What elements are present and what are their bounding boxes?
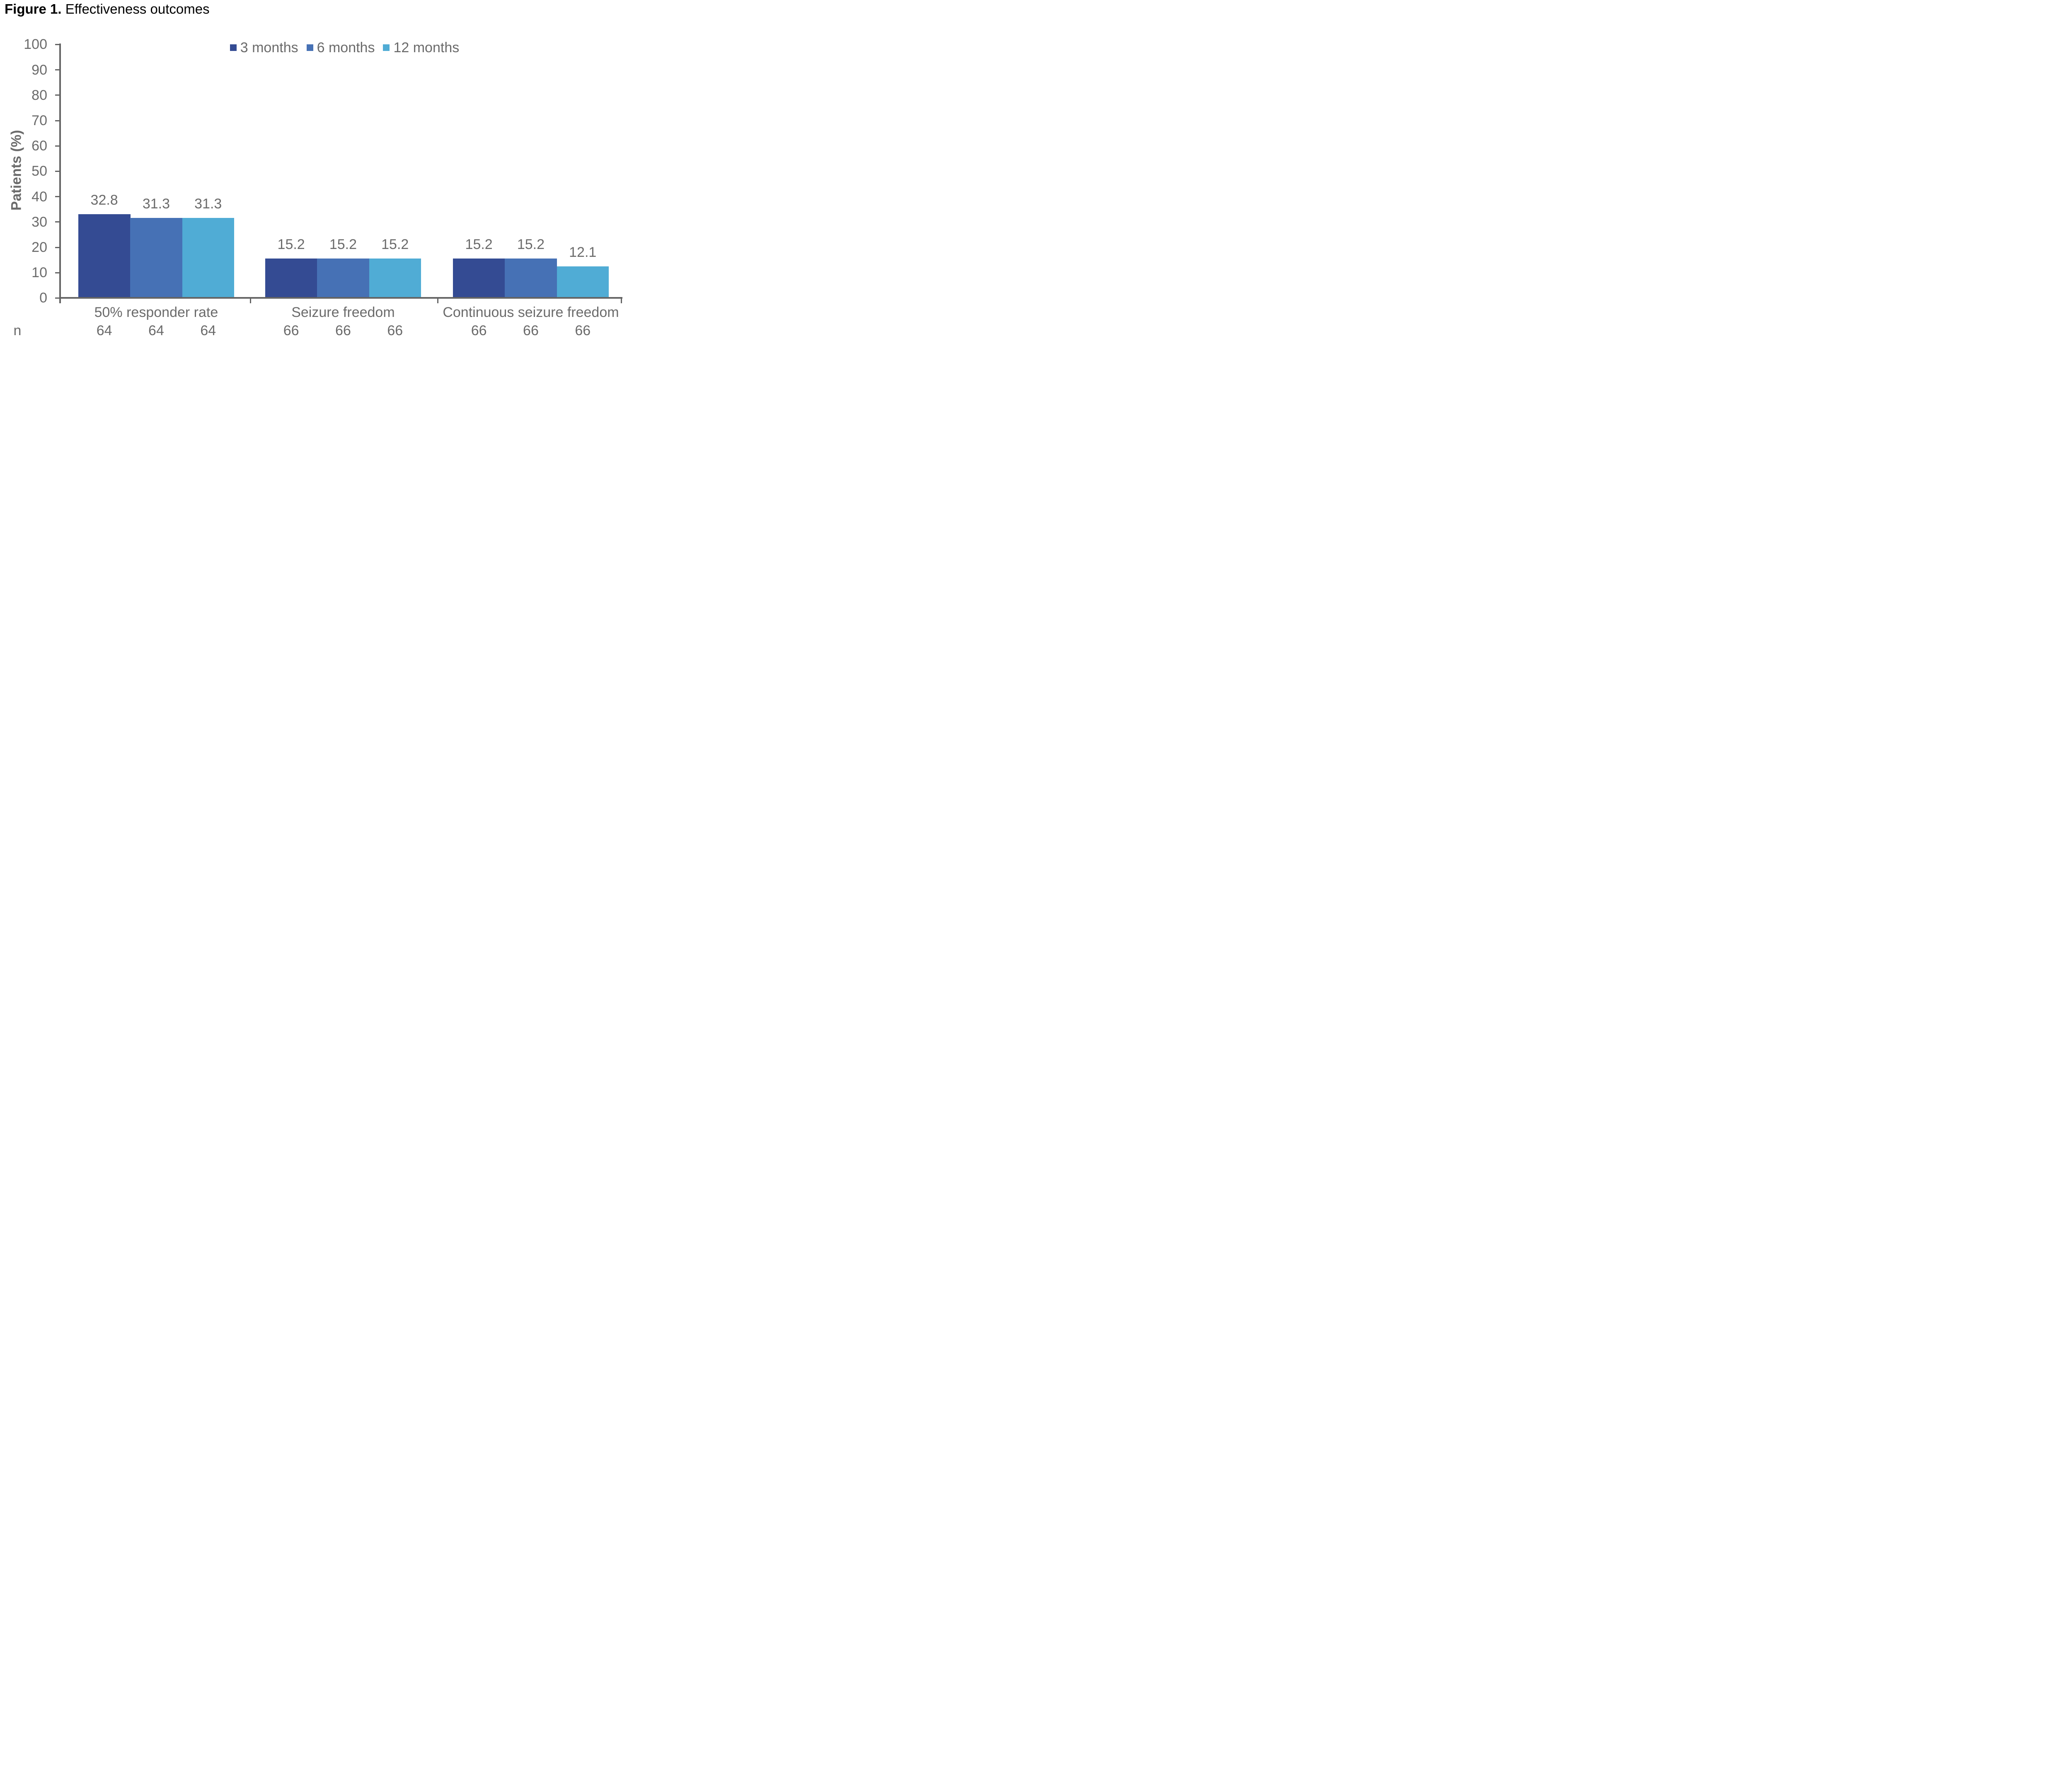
x-tick xyxy=(621,297,622,303)
bar-value-label: 32.8 xyxy=(90,192,118,208)
y-tick-label: 0 xyxy=(39,290,47,306)
n-value: 66 xyxy=(471,323,487,338)
y-axis-line xyxy=(59,44,61,303)
bar xyxy=(453,259,505,297)
bar xyxy=(130,218,182,297)
n-value: 66 xyxy=(575,323,591,338)
figure-title-text: Effectiveness outcomes xyxy=(61,1,210,17)
bar xyxy=(78,214,131,297)
legend-label: 6 months xyxy=(317,40,375,56)
bar-value-label: 31.3 xyxy=(142,196,170,212)
y-tick-label: 40 xyxy=(31,188,47,205)
y-tick xyxy=(55,69,59,71)
bar-value-label: 12.1 xyxy=(569,244,597,261)
y-tick xyxy=(55,297,59,299)
y-tick xyxy=(55,221,59,223)
n-value: 64 xyxy=(200,323,216,338)
y-tick xyxy=(55,272,59,273)
y-tick-label: 90 xyxy=(31,62,47,78)
chart-legend: 3 months 6 months 12 months xyxy=(59,39,622,57)
bar xyxy=(182,218,235,297)
bar xyxy=(505,259,557,297)
bar-value-label: 15.2 xyxy=(517,237,545,253)
n-value: 64 xyxy=(96,323,112,338)
y-tick xyxy=(55,247,59,248)
bar-value-label: 15.2 xyxy=(381,237,409,253)
n-value: 64 xyxy=(148,323,164,338)
category-label: 50% responder rate xyxy=(94,304,218,320)
y-tick xyxy=(55,44,59,45)
bar xyxy=(317,259,369,297)
bar-value-label: 15.2 xyxy=(465,237,493,253)
category-label: Continuous seizure freedom xyxy=(443,304,619,320)
bar xyxy=(369,259,421,297)
x-tick xyxy=(249,297,251,303)
y-tick-label: 100 xyxy=(24,36,47,53)
y-tick-label: 50 xyxy=(31,163,47,179)
legend-item: 12 months xyxy=(383,39,459,57)
n-value: 66 xyxy=(335,323,351,338)
x-axis-line xyxy=(59,297,622,299)
legend-swatch xyxy=(383,44,390,51)
n-row-label: n xyxy=(13,323,22,338)
legend-swatch xyxy=(230,44,237,51)
y-tick xyxy=(55,94,59,96)
bar-value-label: 15.2 xyxy=(329,237,357,253)
y-tick xyxy=(55,170,59,172)
bar xyxy=(265,259,317,297)
y-tick-label: 20 xyxy=(31,239,47,255)
legend-label: 3 months xyxy=(240,40,298,56)
bar-value-label: 15.2 xyxy=(277,237,305,253)
figure-number: Figure 1. xyxy=(5,1,62,17)
legend-item: 6 months xyxy=(306,39,375,57)
legend-label: 12 months xyxy=(393,40,460,56)
category-label: Seizure freedom xyxy=(291,304,395,320)
bar-value-label: 31.3 xyxy=(194,196,222,212)
y-tick xyxy=(55,196,59,198)
legend-item: 3 months xyxy=(230,39,298,57)
y-tick-label: 80 xyxy=(31,87,47,103)
plot-area: 0 10 20 30 40 50 60 70 80 90 100 32.8 64 31.3 64 31.3 64… xyxy=(0,0,623,354)
figure-title: Figure 1. Effectiveness outcomes xyxy=(5,0,210,18)
y-tick-label: 10 xyxy=(31,265,47,281)
y-tick xyxy=(55,145,59,147)
n-value: 66 xyxy=(283,323,299,338)
bar xyxy=(557,266,609,297)
y-tick-label: 70 xyxy=(31,113,47,128)
y-tick-label: 30 xyxy=(31,214,47,230)
n-value: 66 xyxy=(523,323,539,338)
legend-swatch xyxy=(306,44,313,51)
y-tick xyxy=(55,120,59,121)
figure-effectiveness-outcomes: Figure 1. Effectiveness outcomes 3 month… xyxy=(0,0,623,354)
y-tick-label: 60 xyxy=(31,138,47,154)
x-tick xyxy=(437,297,438,303)
n-value: 66 xyxy=(387,323,403,338)
